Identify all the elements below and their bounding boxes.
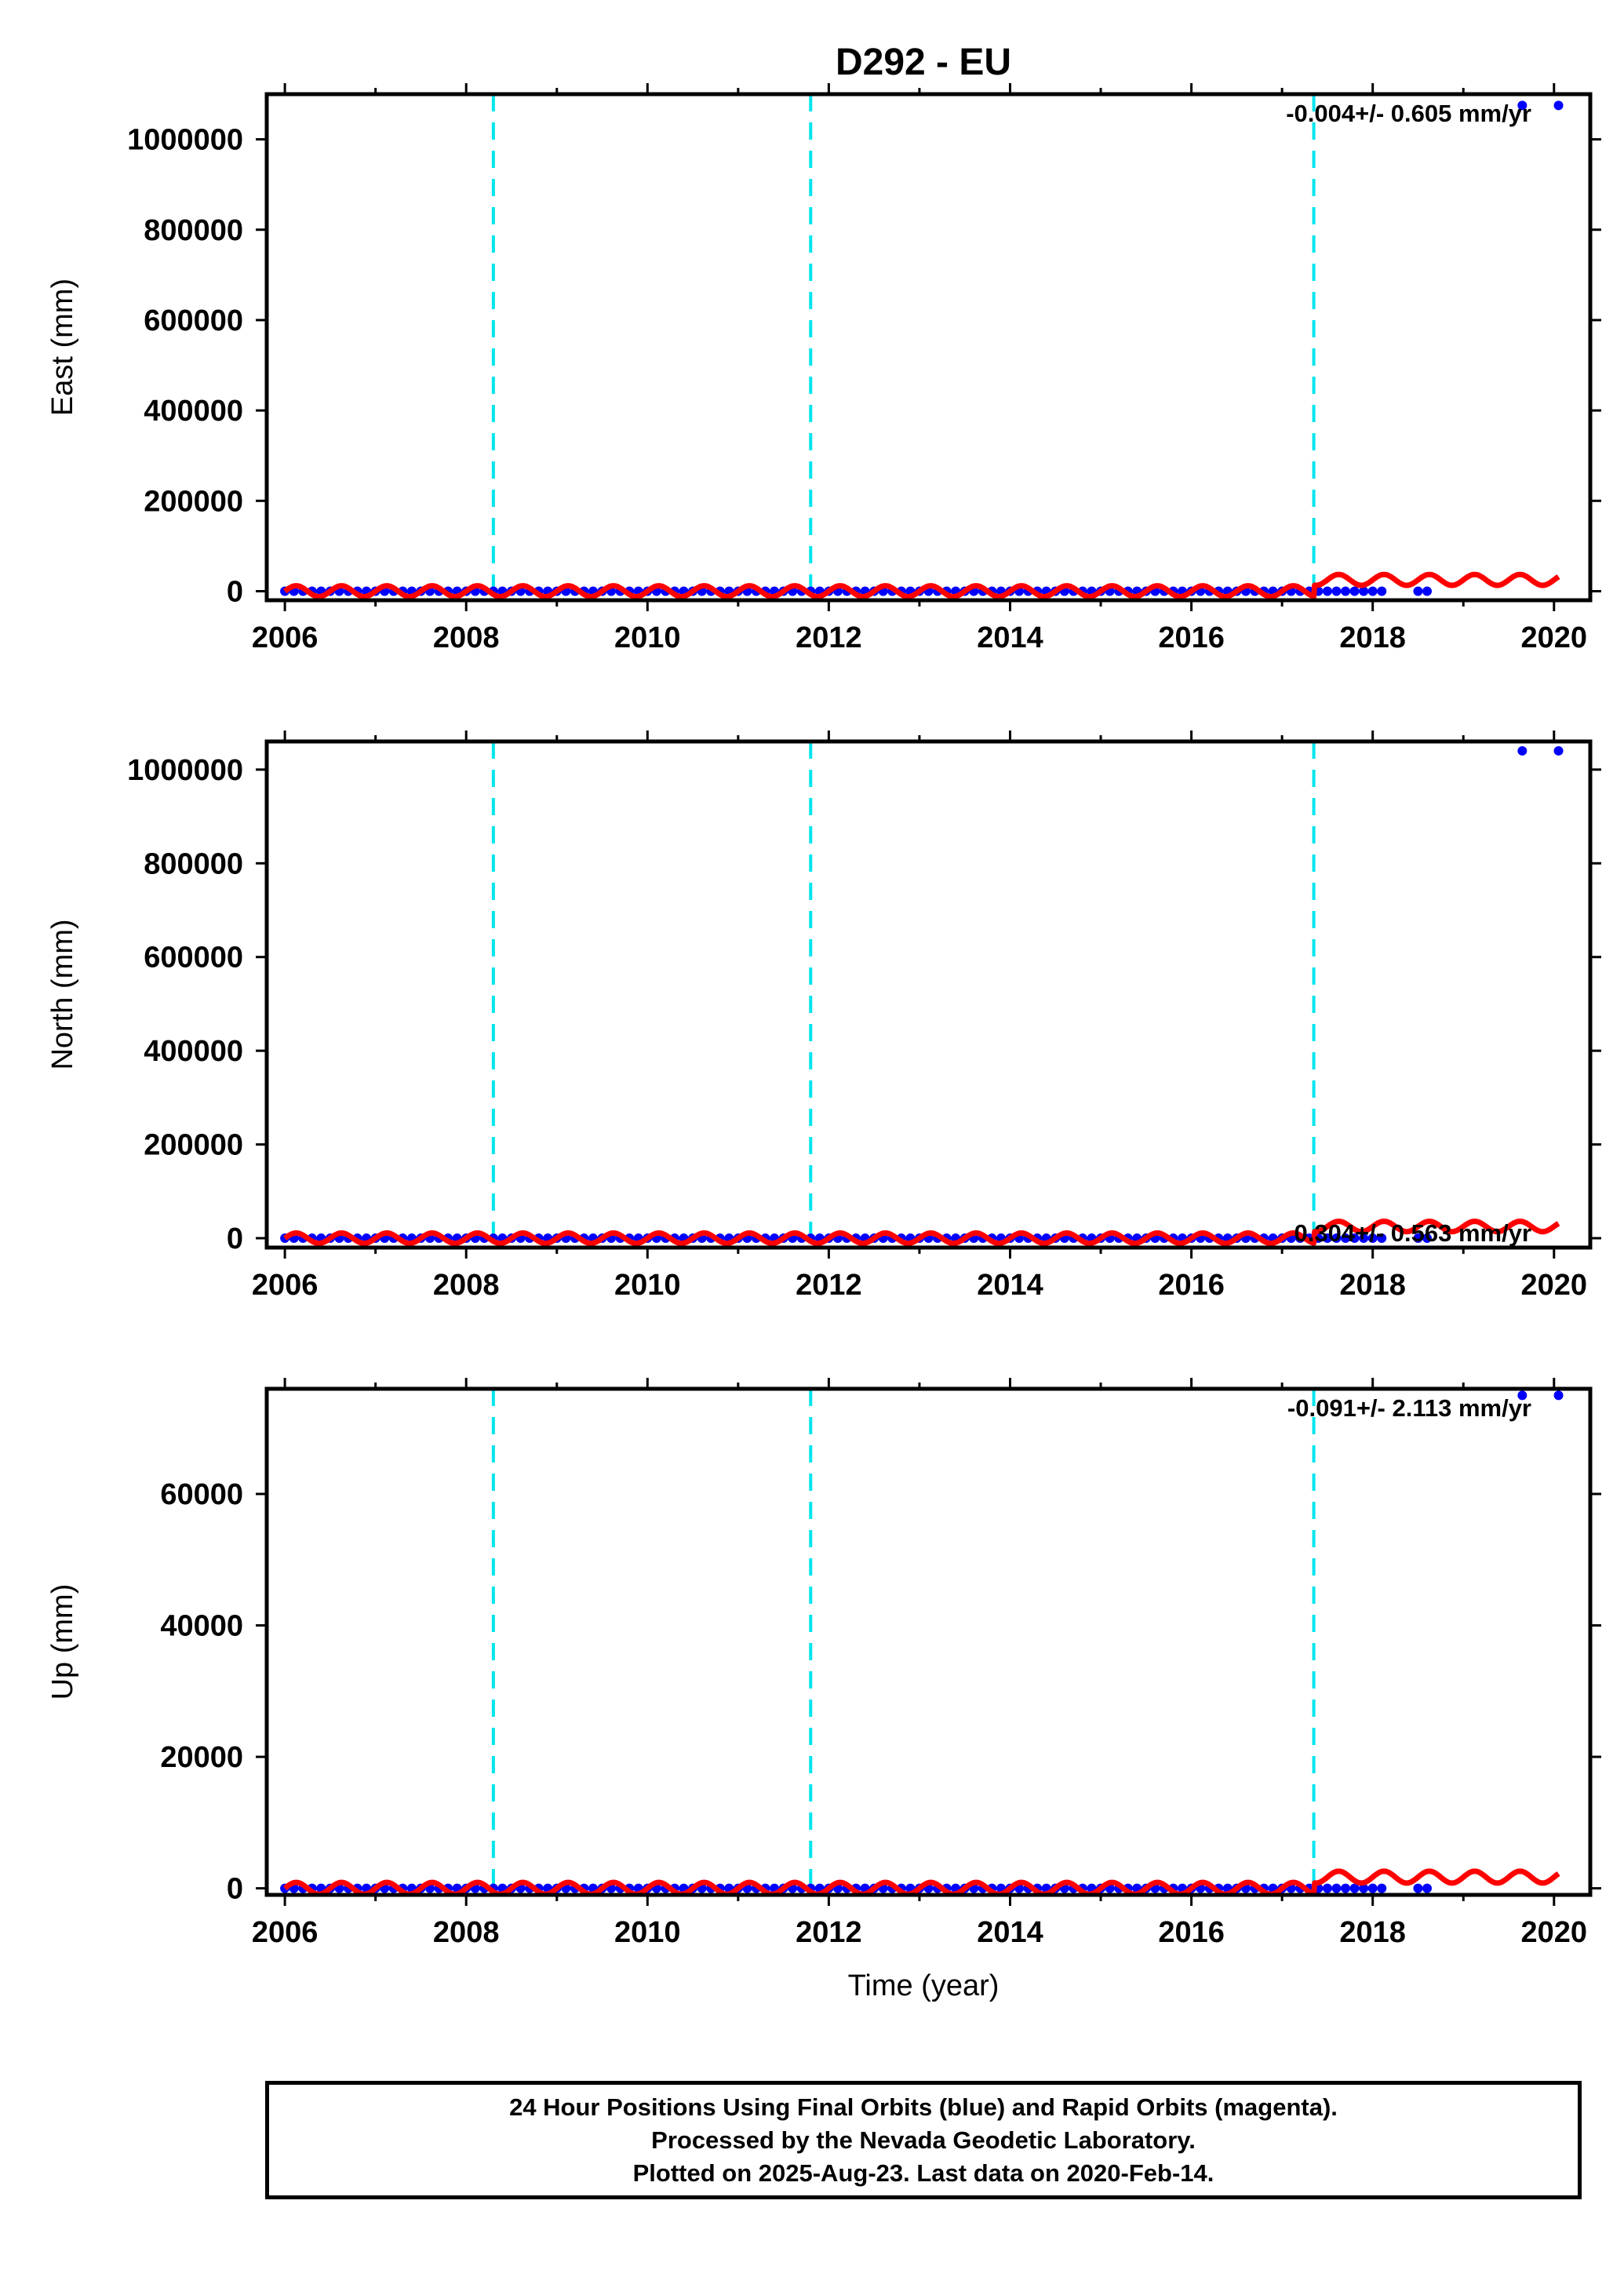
y-axis-label: East (mm) [46, 279, 79, 416]
x-tick-label: 2012 [796, 1916, 862, 1949]
outlier-point [1553, 1390, 1564, 1401]
y-tick-label: 1000000 [127, 754, 243, 787]
final-orbit-point [1322, 1233, 1332, 1244]
final-orbit-point [1367, 1233, 1378, 1244]
final-orbit-point [1422, 1883, 1433, 1893]
x-tick-label: 2020 [1521, 1916, 1588, 1949]
y-tick-label: 400000 [144, 1035, 243, 1068]
y-tick-label: 400000 [144, 395, 243, 428]
y-axis-label: North (mm) [46, 919, 79, 1069]
final-orbit-point [1322, 1883, 1332, 1893]
x-tick-label: 2006 [252, 1916, 319, 1949]
y-tick-label: 0 [227, 1222, 243, 1255]
y-tick-label: 800000 [144, 847, 243, 880]
x-tick-label: 2014 [977, 1916, 1043, 1949]
y-tick-label: 600000 [144, 942, 243, 975]
model-fit-curve [282, 571, 1560, 599]
x-tick-label: 2018 [1339, 1916, 1406, 1949]
final-orbit-point [1367, 1883, 1378, 1893]
x-tick-label: 2006 [252, 1269, 319, 1302]
final-orbit-point [1331, 586, 1342, 596]
x-tick-label: 2020 [1521, 1269, 1588, 1302]
x-tick-label: 2014 [977, 1269, 1043, 1302]
final-orbit-point [1349, 586, 1360, 596]
y-axis-label: Up (mm) [46, 1584, 79, 1700]
y-tick-label: 200000 [144, 1129, 243, 1162]
x-tick-label: 2016 [1158, 1269, 1225, 1302]
up-panel: 2006 2008 2010 2012 2014 2016 2018 2020 0 20000 40… [46, 1378, 1601, 1949]
x-tick-label: 2010 [614, 1916, 681, 1949]
x-tick-label: 2018 [1339, 1269, 1406, 1302]
y-tick-label: 60000 [160, 1478, 243, 1511]
plot-frame [264, 739, 1593, 1250]
final-orbit-point [1413, 586, 1423, 596]
x-tick-label: 2006 [252, 621, 319, 654]
x-tick-label: 2012 [796, 1269, 862, 1302]
final-orbit-point [1349, 1233, 1360, 1244]
final-orbit-point [1331, 1883, 1342, 1893]
final-orbit-point [1359, 586, 1369, 596]
final-orbit-point [1331, 1233, 1342, 1244]
x-tick-label: 2008 [433, 621, 500, 654]
x-tick-label: 2014 [977, 621, 1043, 654]
y-tick-label: 0 [227, 1873, 243, 1906]
outlier-point [1553, 745, 1564, 756]
y-tick-label: 600000 [144, 304, 243, 337]
y-tick-label: 1000000 [127, 124, 243, 157]
plot-area [280, 1219, 1560, 1247]
y-tick-label: 20000 [160, 1741, 243, 1774]
final-orbit-point [1377, 1883, 1387, 1893]
footer-box: 24 Hour Positions Using Final Orbits (bl… [265, 2081, 1582, 2199]
final-orbit-point [1341, 586, 1351, 596]
outlier-point [1517, 100, 1528, 111]
north-panel: 2006 2008 2010 2012 2014 2016 2018 2020 0 200000 4… [46, 730, 1601, 1302]
x-tick-label: 2020 [1521, 621, 1588, 654]
y-tick-label: 0 [227, 575, 243, 608]
x-tick-label: 2016 [1158, 1916, 1225, 1949]
x-axis-label: Time (year) [848, 1969, 1000, 2002]
y-tick-label: 40000 [160, 1610, 243, 1643]
plot-frame [264, 1386, 1593, 1897]
x-tick-label: 2016 [1158, 621, 1225, 654]
x-tick-label: 2018 [1339, 621, 1406, 654]
outlier-point [1517, 745, 1528, 756]
x-tick-label: 2008 [433, 1916, 500, 1949]
final-orbit-point [1322, 586, 1332, 596]
velocity-annotation: -0.004+/- 0.605 mm/yr [1286, 100, 1531, 127]
x-tick-label: 2010 [614, 1269, 681, 1302]
x-tick-label: 2008 [433, 1269, 500, 1302]
footer-line-1: 24 Hour Positions Using Final Orbits (bl… [509, 2093, 1338, 2121]
footer-line-3: Plotted on 2025-Aug-23. Last data on 202… [632, 2159, 1214, 2187]
plot-frame [264, 92, 1593, 603]
footer-line-2: Processed by the Nevada Geodetic Laborat… [651, 2126, 1196, 2154]
model-fit-curve [282, 1219, 1560, 1247]
y-tick-label: 800000 [144, 214, 243, 247]
y-tick-label: 200000 [144, 485, 243, 518]
final-orbit-point [1377, 1233, 1387, 1244]
final-orbit-point [1413, 1883, 1423, 1893]
figure-title: D292 - EU [836, 42, 1011, 83]
final-orbit-point [1349, 1883, 1360, 1893]
final-orbit-point [1359, 1883, 1369, 1893]
velocity-annotation: -0.091+/- 2.113 mm/yr [1287, 1394, 1531, 1422]
final-orbit-point [1422, 586, 1433, 596]
final-orbit-point [1413, 1233, 1423, 1244]
plot-area [280, 571, 1560, 599]
outlier-point [1517, 1390, 1528, 1401]
x-tick-label: 2010 [614, 621, 681, 654]
velocity-annotation: 0.304+/- 0.563 mm/yr [1294, 1219, 1531, 1247]
final-orbit-point [1377, 586, 1387, 596]
outlier-point [1553, 100, 1564, 111]
east-panel: 2006 2008 2010 2012 2014 2016 2018 2020 0 200000 4… [46, 83, 1601, 654]
final-orbit-point [1341, 1883, 1351, 1893]
x-tick-label: 2012 [796, 621, 862, 654]
final-orbit-point [1341, 1233, 1351, 1244]
final-orbit-point [1359, 1233, 1369, 1244]
final-orbit-point [1422, 1233, 1433, 1244]
final-orbit-point [1367, 586, 1378, 596]
plot-area [280, 1868, 1560, 1895]
